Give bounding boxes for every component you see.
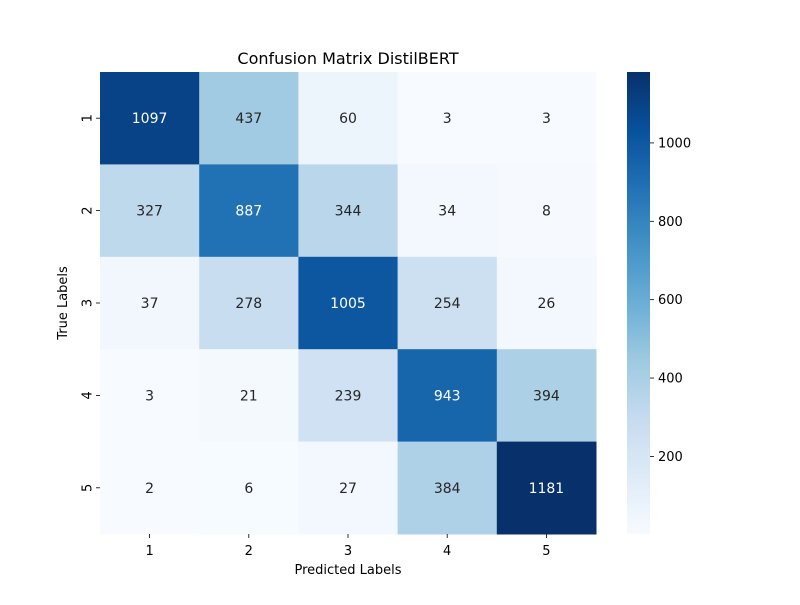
- chart-title: Confusion Matrix DistilBERT: [237, 49, 458, 68]
- y-tick-label: 4: [81, 391, 96, 399]
- y-tick-label: 2: [81, 206, 96, 214]
- cell-value-label: 27: [339, 481, 357, 497]
- y-axis-label: True Labels: [56, 266, 71, 341]
- cell-value-label: 3: [443, 111, 452, 127]
- heatmap-cell: [298, 349, 399, 443]
- cell-value-label: 239: [335, 388, 362, 404]
- cell-value-label: 8: [542, 204, 551, 220]
- cell-value-label: 34: [438, 204, 456, 220]
- cell-value-label: 26: [537, 296, 555, 312]
- heatmap-cell: [496, 256, 597, 350]
- x-axis-label: Predicted Labels: [294, 563, 401, 578]
- heatmap-cell: [100, 441, 200, 535]
- x-tick-label: 5: [542, 544, 550, 559]
- x-tick-label: 4: [443, 544, 451, 559]
- x-tick-label: 2: [245, 544, 253, 559]
- cell-value-label: 60: [339, 111, 357, 127]
- heatmap-cell: [496, 349, 597, 443]
- y-tick-label: 5: [81, 484, 96, 492]
- heatmap-cell: [496, 72, 597, 165]
- cell-value-label: 6: [244, 481, 253, 497]
- colorbar: [627, 72, 650, 534]
- heatmap-cell: [199, 349, 299, 443]
- cell-value-label: 3: [145, 388, 154, 404]
- x-tick-label: 3: [344, 544, 352, 559]
- cell-value-label: 254: [434, 296, 461, 312]
- heatmap-cell: [397, 164, 498, 258]
- cell-value-label: 3: [542, 111, 551, 127]
- heatmap-cell: [397, 72, 498, 165]
- cell-value-label: 2: [145, 481, 154, 497]
- heatmap-cell: [298, 164, 399, 258]
- cell-value-label: 21: [240, 388, 258, 404]
- heatmap-cell: [298, 256, 399, 350]
- heatmap-cell: [199, 256, 299, 350]
- cell-value-label: 1005: [330, 296, 366, 312]
- cell-value-label: 943: [434, 388, 461, 404]
- heatmap-cell: [496, 441, 597, 535]
- cell-value-label: 394: [533, 388, 560, 404]
- cell-value-label: 344: [335, 204, 362, 220]
- heatmap-cell: [100, 349, 200, 443]
- heatmap-cell: [496, 164, 597, 258]
- cell-value-label: 437: [235, 111, 262, 127]
- y-tick-label: 1: [81, 114, 96, 122]
- heatmap-cell: [397, 256, 498, 350]
- heatmap-cell: [100, 256, 200, 350]
- colorbar-tick-label: 400: [658, 372, 683, 387]
- heatmap-cell: [199, 72, 299, 165]
- cell-value-label: 278: [235, 296, 262, 312]
- cell-value-label: 327: [136, 204, 163, 220]
- heatmap-cell: [298, 72, 399, 165]
- cell-value-label: 37: [141, 296, 159, 312]
- colorbar-tick-label: 1000: [658, 136, 691, 151]
- cell-value-label: 887: [235, 204, 262, 220]
- cell-value-label: 384: [434, 481, 461, 497]
- colorbar-tick-label: 800: [658, 215, 683, 230]
- x-tick-label: 1: [145, 544, 153, 559]
- y-axis-ticks: 1 2 3 4 5: [81, 114, 100, 492]
- heatmap-cell: [100, 72, 200, 165]
- colorbar-ticks: 200 400 600 800 1000: [650, 136, 691, 465]
- y-tick-label: 3: [81, 299, 96, 307]
- heatmap-cell: [100, 164, 200, 258]
- colorbar-tick-label: 200: [658, 450, 683, 465]
- x-axis-ticks: 1 2 3 4 5: [145, 534, 551, 559]
- heatmap-cell: [298, 441, 399, 535]
- cell-value-label: 1181: [529, 481, 565, 497]
- colorbar-tick-label: 600: [658, 293, 683, 308]
- cell-value-label: 1097: [132, 111, 168, 127]
- heatmap-cell: [397, 441, 498, 535]
- heatmap-cell: [199, 164, 299, 258]
- heatmap-cell: [199, 441, 299, 535]
- heatmap-cell: [397, 349, 498, 443]
